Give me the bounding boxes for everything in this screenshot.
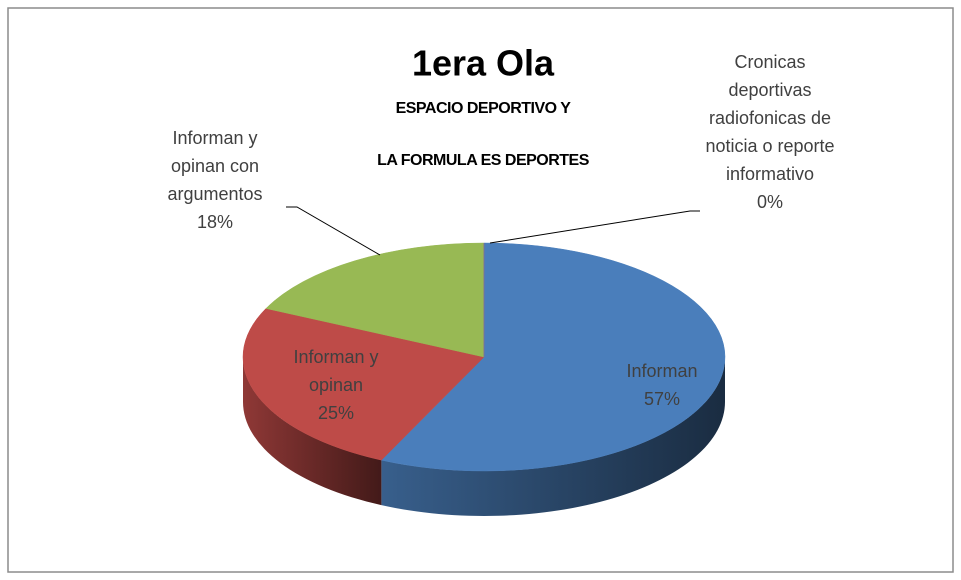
value-label: 0%	[756, 192, 783, 212]
value-label: 57%	[643, 389, 681, 409]
slice-sides	[243, 357, 725, 516]
category-label: Informan	[626, 361, 698, 381]
data-label: Informan y opinan con argumentos 18%	[153, 124, 278, 236]
value-label: 18%	[196, 212, 234, 232]
value-label: 25%	[317, 403, 355, 423]
leader-line	[489, 210, 700, 244]
slice	[380, 242, 726, 472]
category-label: Informan y opinan con argumentos	[167, 128, 263, 204]
slice-side	[381, 357, 725, 516]
slice-tops	[242, 242, 726, 472]
chart-subtitle: LA FORMULA ES DEPORTES	[377, 152, 590, 169]
slice	[265, 242, 485, 358]
slice	[242, 308, 485, 461]
chart-title: 1era Ola	[412, 43, 555, 84]
category-label: Cronicas deportivas radiofonicas de noti…	[705, 52, 835, 184]
data-label: Informan 57%	[602, 357, 722, 413]
leader-line	[286, 206, 381, 256]
data-label: Informan y opinan 25%	[281, 343, 391, 427]
slice-side	[243, 357, 382, 506]
category-label: Informan y opinan	[293, 347, 379, 395]
data-label: Cronicas deportivas radiofonicas de noti…	[703, 48, 838, 216]
chart-subtitle: ESPACIO DEPORTIVO Y	[396, 100, 572, 117]
